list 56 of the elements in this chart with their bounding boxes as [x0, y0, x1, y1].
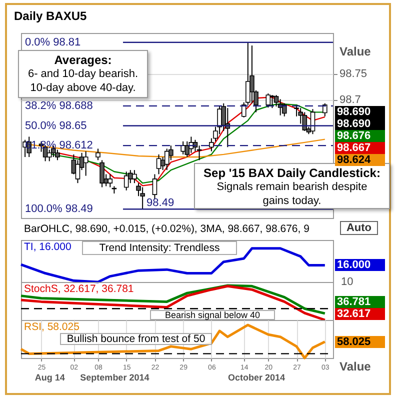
candlestick — [132, 170, 137, 184]
chart-title: Daily BAXU5 — [14, 9, 87, 23]
text: 98.667 — [335, 142, 385, 154]
x2-tick-label: Aug 14 — [34, 372, 65, 382]
candlestick — [282, 102, 287, 117]
candlestick — [100, 160, 104, 188]
candlestick — [184, 140, 190, 158]
y-axis-title: Value — [340, 44, 372, 58]
annotation: StochS, 32.617, 36.781 — [24, 283, 134, 295]
note-box: Bullish bounce from test of 50 — [60, 333, 212, 345]
text: 98.690 — [335, 106, 385, 118]
text: 98.624 — [335, 154, 385, 166]
ref-line-label: 100.0% 98.49 — [25, 203, 93, 216]
annotation: Averages: — [53, 53, 113, 67]
candlestick — [270, 94, 275, 109]
candlestick — [266, 92, 271, 108]
text: 32.617 — [335, 308, 385, 320]
text: 98.690 — [337, 118, 371, 130]
candlestick — [108, 174, 113, 188]
y-tick-label: 98.75 — [340, 68, 368, 80]
candlestick — [302, 112, 308, 132]
scale-button: Auto — [340, 221, 378, 235]
note-box: Averages: 6- and 10-day bearish. 10-day above 40-day. — [18, 50, 148, 98]
annotation: RSI, 58.025 — [24, 321, 80, 333]
ref-line-label: 0.0% 98.81 — [25, 36, 81, 48]
candlestick — [124, 171, 129, 191]
candlestick — [83, 150, 88, 176]
annotation: Sep '15 BAX Daily Candlestick: — [202, 166, 382, 180]
candlestick — [46, 149, 52, 162]
candlestick — [140, 186, 145, 210]
text: 58.025 — [335, 336, 385, 348]
text: BarOHLC, 98.690, +0.015, (+0.02%), 3MA, 98.667, 98.676, 9 — [24, 223, 310, 235]
candlestick — [164, 148, 170, 171]
annotation: 6- and 10-day bearish. 10-day above 40-day. — [26, 67, 140, 95]
annotation: TI, 16.000 — [24, 241, 72, 253]
note-box: Trend Intensity: Trendless — [82, 241, 237, 255]
y-tick-label: 98.7 — [340, 94, 361, 106]
x2-tick-label: September 2014 — [80, 372, 150, 382]
annotation: 98.49 — [146, 197, 174, 210]
candlestick — [152, 174, 158, 200]
ref-line-label: 38.2% 98.688 — [25, 100, 93, 112]
candlestick — [96, 148, 100, 161]
candlestick — [156, 154, 162, 175]
x2-tick-label: October 2014 — [228, 372, 286, 382]
text: 36.781 — [335, 296, 385, 308]
note-box: Sep '15 BAX Daily Candlestick: Signals remain bearish despite gains today. — [194, 163, 390, 209]
candlestick — [55, 149, 60, 161]
candlestick — [322, 102, 328, 117]
y-axis-title: Value — [340, 360, 372, 374]
text: 16.000 — [335, 259, 385, 272]
annotation: Signals remain bearish despite gains today. — [216, 180, 368, 208]
candlestick — [209, 138, 214, 152]
note-box: Bearish signal below 40 — [150, 310, 275, 320]
ref-line-label: 50.0% 98.65 — [25, 120, 87, 132]
text: 10 — [341, 276, 354, 288]
text: 98.676 — [335, 130, 385, 142]
